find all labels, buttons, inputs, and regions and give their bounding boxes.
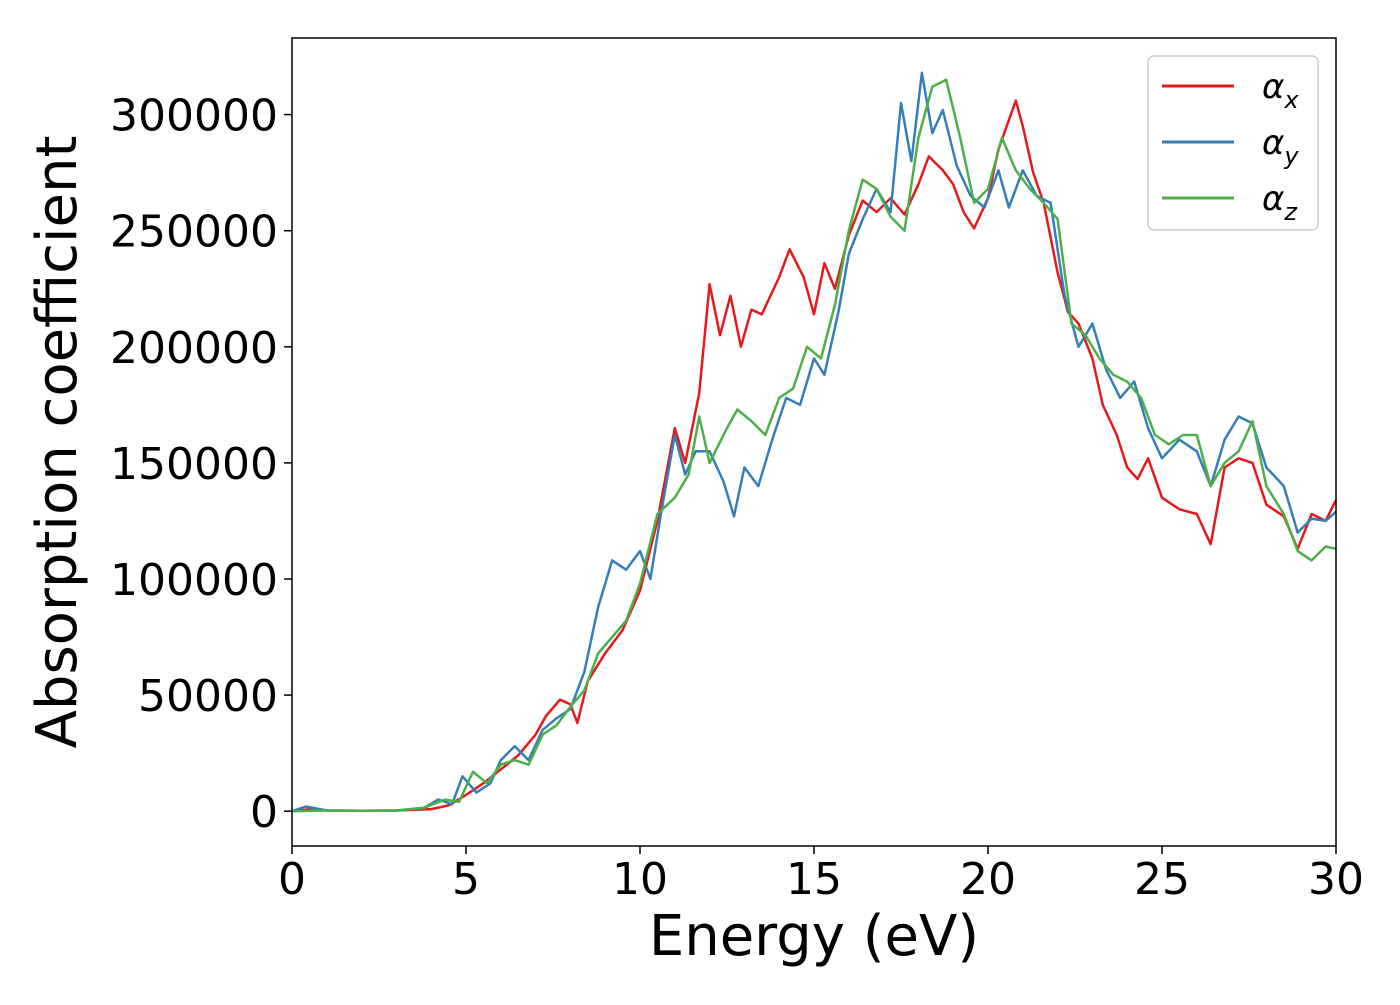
x-tick-label: 5 [452,854,480,905]
y-tick-label: 50000 [138,671,278,722]
x-tick-label: 30 [1308,854,1364,905]
series-line-x [291,99,1338,813]
y-tick-label: 250000 [110,207,278,258]
y-tick-label: 300000 [110,91,278,142]
legend-label-z: αz [1262,179,1298,226]
series-line-y [291,71,1337,813]
x-tick-label: 25 [1134,854,1190,905]
legend-symbol: α [1262,67,1284,107]
y-tick-label: 0 [250,787,278,838]
x-tick-label: 20 [960,854,1016,905]
legend-subscript: z [1283,198,1298,226]
legend-label-x: αx [1262,67,1299,114]
series-line-z [291,78,1337,813]
legend-symbol: α [1262,123,1284,163]
legend-label-y: αy [1262,123,1299,170]
x-tick-label: 15 [786,854,842,905]
legend-subscript: y [1283,142,1299,170]
x-tick-label: 10 [612,854,668,905]
y-axis-title: Absorption coefficient [25,136,90,749]
legend-symbol: α [1262,179,1284,219]
ticks-layer: 0 5 10 15 20 25 30 0 50000 100000 150000 200000 2500… [110,91,1364,905]
x-axis-title: Energy (eV) [649,904,979,969]
y-tick-label: 100000 [110,555,278,606]
y-tick-label: 200000 [110,323,278,374]
legend-subscript: x [1283,86,1299,114]
x-tick-label: 0 [278,854,306,905]
y-tick-label: 150000 [110,439,278,490]
lines-layer [291,71,1338,813]
